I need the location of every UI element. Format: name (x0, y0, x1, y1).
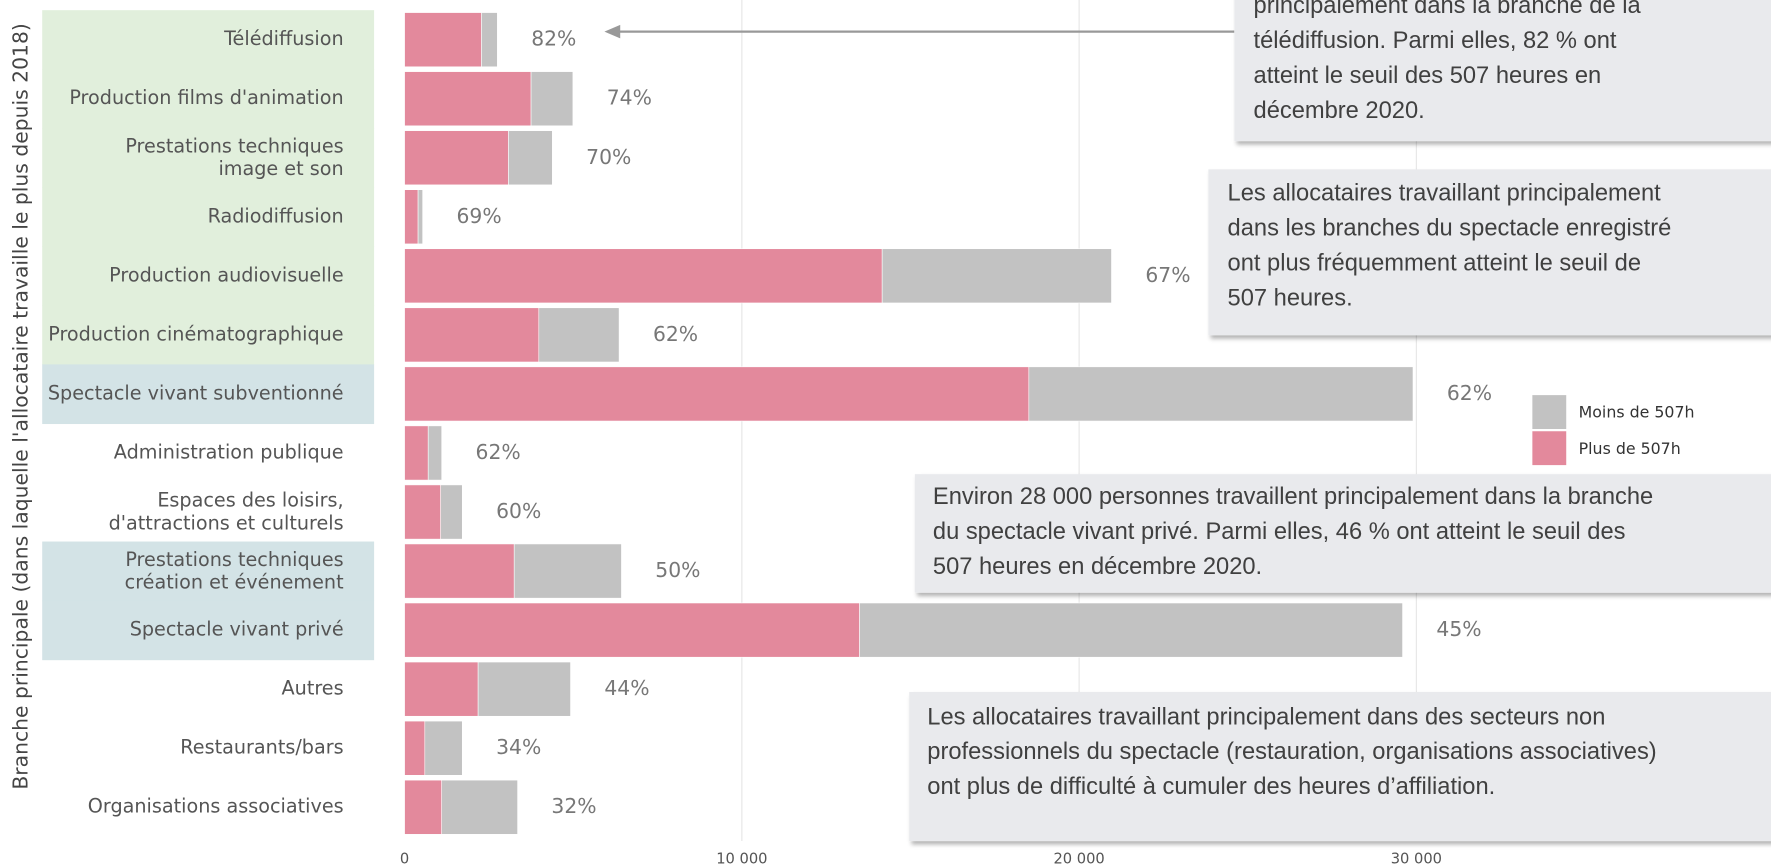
category-highlight (42, 600, 375, 661)
bar-segment (404, 366, 1030, 422)
bar-segment (1028, 366, 1414, 422)
annotation-box (1234, 0, 1771, 142)
share-label: 44% (604, 676, 649, 700)
bar-segment (404, 779, 442, 835)
share-label: 62% (653, 322, 698, 346)
annotation-text: principalement dans la branche de la (1254, 0, 1642, 19)
share-label: 70% (586, 145, 631, 169)
bar-segment (404, 248, 883, 304)
category-label: Production cinématographique (48, 322, 343, 345)
annotation-text: décembre 2020. (1254, 98, 1425, 124)
legend-label: Moins de 507h (1579, 403, 1695, 422)
bar-segment (404, 661, 479, 717)
bar-segment (404, 484, 441, 540)
bar-segment (417, 189, 423, 245)
x-tick-label: 0 (400, 851, 409, 867)
annotation-text: Les allocataires travaillant principalem… (1228, 180, 1662, 206)
bar-segment (508, 130, 553, 186)
bar-segment (427, 425, 442, 481)
bar-segment (477, 661, 571, 717)
bar-segment (404, 189, 419, 245)
annotation-box (914, 474, 1771, 593)
category-highlight (42, 305, 375, 365)
annotation-text: ont plus fréquemment atteint le seuil de (1228, 250, 1641, 276)
bar-segment (859, 602, 1403, 658)
legend-swatch (1532, 395, 1567, 429)
legend-swatch (1532, 431, 1567, 466)
share-label: 67% (1145, 263, 1190, 287)
annotation-text: du spectacle vivant privé. Parmi elles, … (933, 519, 1626, 545)
category-label: Radiodiffusion (208, 204, 344, 227)
annotation-box (909, 692, 1771, 842)
legend-label: Plus de 507h (1579, 439, 1681, 458)
category-label: Spectacle vivant privé (130, 618, 344, 641)
annotation-text: 507 heures. (1228, 285, 1353, 311)
bar-segment (424, 720, 463, 776)
annotation-text: atteint le seuil des 507 heures en (1254, 63, 1602, 89)
category-label: Spectacle vivant subventionné (48, 381, 344, 404)
bar-segment (404, 602, 860, 658)
x-tick-label: 10 000 (716, 851, 767, 867)
annotation-text: ont plus de difficulté à cumuler des heu… (927, 774, 1495, 800)
bar-segment (881, 248, 1112, 304)
share-label: 45% (1436, 617, 1481, 641)
category-highlight (42, 246, 375, 306)
category-label: Restaurants/bars (180, 736, 343, 759)
share-label: 32% (551, 794, 596, 818)
category-label: Prestations techniques création et événem… (125, 547, 344, 593)
bar-segment (530, 71, 574, 127)
annotation-text: Environ 28 000 personnes travaillent pri… (933, 484, 1653, 510)
bar-segment (404, 543, 515, 599)
category-label: Production audiovisuelle (109, 263, 343, 286)
annotation-text: Les allocataires travaillant principalem… (927, 704, 1605, 730)
x-tick-label: 20 000 (1053, 851, 1104, 867)
share-label: 34% (496, 735, 541, 759)
category-highlight (42, 10, 375, 70)
share-label: 82% (531, 27, 576, 51)
category-highlight (42, 364, 375, 425)
bar-segment (538, 307, 620, 363)
share-label: 74% (607, 86, 652, 110)
category-highlight (42, 69, 375, 129)
bar-segment (441, 779, 518, 835)
annotation-text: 507 heures en décembre 2020. (933, 554, 1262, 580)
category-highlight (42, 541, 375, 602)
bar-segment (481, 12, 498, 68)
x-tick-label: 30 000 (1391, 851, 1442, 867)
bar-segment (404, 307, 540, 363)
bar-segment (404, 71, 532, 127)
y-axis-label: Branche principale (dans laquelle l'allo… (9, 23, 33, 789)
share-label: 50% (655, 558, 700, 582)
share-label: 62% (476, 440, 521, 464)
annotation-box (1208, 169, 1771, 336)
category-label: Administration publique (114, 440, 344, 463)
share-label: 69% (456, 204, 501, 228)
bar-segment (440, 484, 463, 540)
category-label: Espaces des loisirs, d'attractions et cul… (109, 488, 344, 534)
category-highlight (42, 128, 375, 188)
bar-segment (513, 543, 622, 599)
annotation-text: professionnels du spectacle (restauratio… (927, 739, 1656, 765)
category-highlight (42, 187, 375, 247)
category-label: Télédiffusion (223, 27, 344, 50)
annotation-text: télédiffusion. Parmi elles, 82 % ont (1254, 28, 1617, 54)
category-label: Production films d'animation (69, 86, 343, 109)
bar-segment (404, 130, 509, 186)
annotation-text: dans les branches du spectacle enregistr… (1228, 215, 1672, 241)
category-label: Autres (282, 677, 344, 700)
category-label: Organisations associatives (88, 795, 344, 818)
category-label: Prestations techniques image et son (125, 134, 343, 180)
share-label: 62% (1447, 381, 1492, 405)
arrow-head (604, 24, 621, 39)
share-label: 60% (496, 499, 541, 523)
bar-segment (404, 12, 482, 68)
bar-segment (404, 720, 426, 776)
bar-segment (404, 425, 429, 481)
